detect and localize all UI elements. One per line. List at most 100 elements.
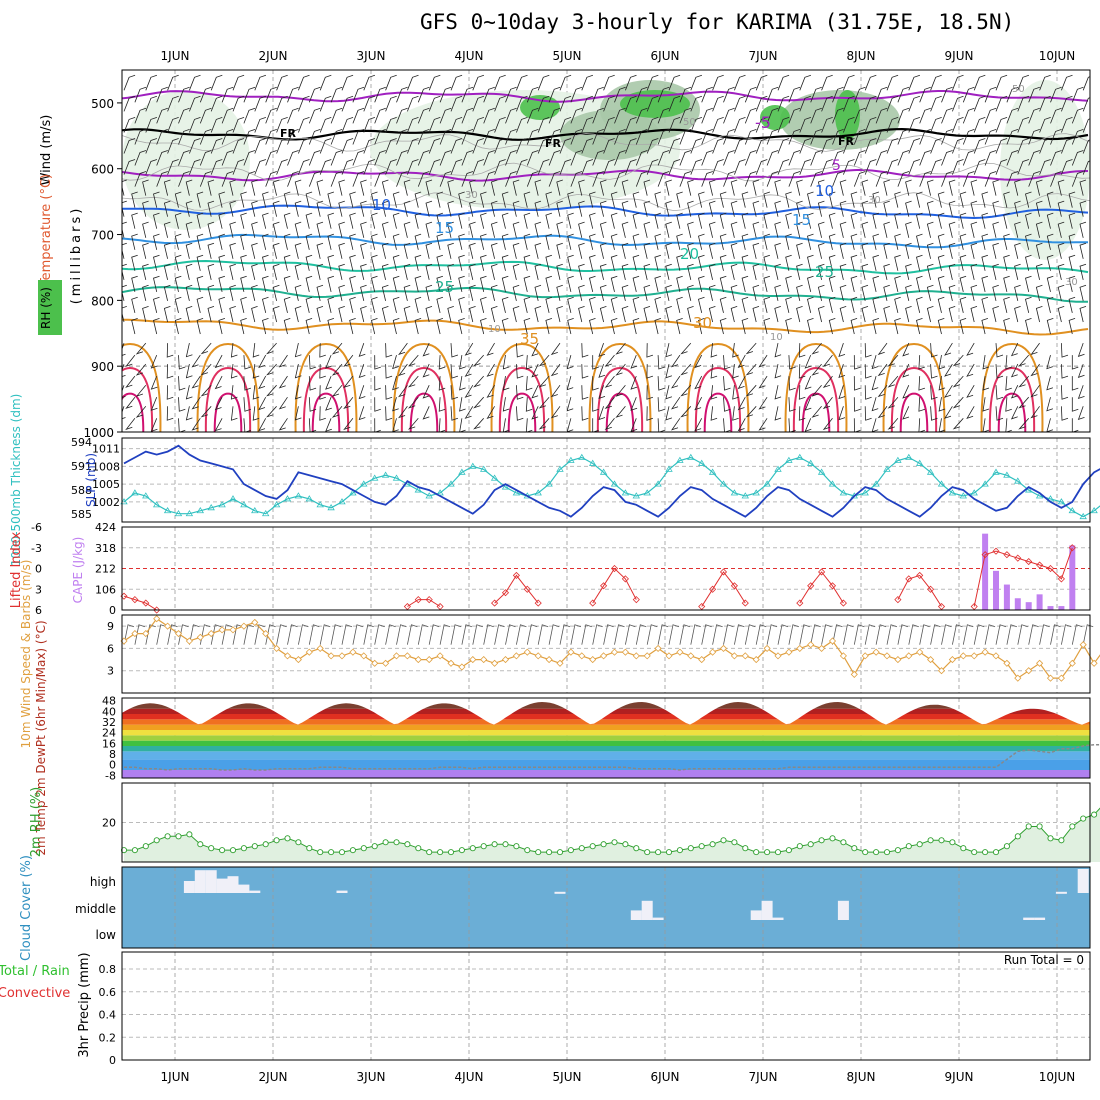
upper-wind-barb xyxy=(766,86,779,103)
upper-wind-barb xyxy=(428,117,441,133)
rh2m-point xyxy=(862,849,869,856)
upper-wind-barb xyxy=(621,221,629,238)
lifted-index-point xyxy=(523,585,531,593)
lifted-index-point xyxy=(512,571,520,579)
upper-wind-barb xyxy=(196,233,204,250)
upper-wind-barb xyxy=(944,342,953,356)
ytick-label-precip: 0.6 xyxy=(99,986,117,999)
upper-wind-barb xyxy=(839,263,847,280)
surface-heat-contour xyxy=(596,366,644,432)
thickness-point xyxy=(392,474,401,481)
wind-speed-point xyxy=(414,656,422,664)
upper-wind-barb xyxy=(861,263,869,280)
upper-wind-barb xyxy=(864,385,872,400)
upper-wind-barb xyxy=(982,397,990,412)
upper-wind-barb xyxy=(973,138,986,154)
upper-wind-barb xyxy=(191,354,201,368)
upper-wind-barb xyxy=(150,375,158,390)
upper-wind-barb xyxy=(734,117,746,133)
wind-speed-point xyxy=(545,656,553,664)
upper-wind-barb xyxy=(548,150,561,166)
upper-wind-barb xyxy=(343,354,354,367)
upper-wind-barb xyxy=(578,263,585,280)
upper-wind-barb xyxy=(916,191,923,208)
upper-wind-barb xyxy=(598,363,606,378)
lifted-index-point xyxy=(610,564,619,573)
thickness-point xyxy=(741,492,750,499)
upper-wind-barb xyxy=(122,263,127,280)
upper-wind-barb xyxy=(937,233,945,250)
upper-wind-barb xyxy=(926,200,934,217)
upper-wind-barb xyxy=(229,179,236,196)
surface-wind-barb xyxy=(221,624,233,645)
upper-wind-barb xyxy=(283,318,291,335)
lifted-index-point xyxy=(894,596,902,604)
upper-wind-barb xyxy=(570,129,583,145)
upper-wind-barb xyxy=(178,397,186,412)
thickness-point xyxy=(1035,492,1044,499)
upper-wind-barb xyxy=(122,284,127,301)
upper-wind-barb xyxy=(316,306,324,323)
upper-wind-barb xyxy=(712,95,724,112)
lifted-index-point xyxy=(1014,554,1022,562)
upper-wind-barb xyxy=(785,275,792,292)
thickness-point xyxy=(937,480,946,487)
upper-wind-barb xyxy=(680,363,692,376)
upper-wind-barb xyxy=(864,117,877,133)
upper-wind-barb xyxy=(916,254,923,271)
upper-wind-barb xyxy=(548,129,561,145)
upper-wind-barb xyxy=(952,74,964,91)
thickness-point xyxy=(621,489,630,496)
upper-wind-barb xyxy=(294,364,302,379)
upper-wind-barb xyxy=(525,418,533,432)
upper-wind-barb xyxy=(850,296,858,313)
upper-wind-barb xyxy=(142,200,149,217)
upper-wind-barb xyxy=(737,418,746,432)
cloud-bar-high xyxy=(183,881,195,893)
upper-wind-barb xyxy=(872,275,880,292)
upper-wind-barb xyxy=(1071,397,1079,412)
upper-wind-barb xyxy=(398,342,408,356)
upper-wind-barb xyxy=(494,117,506,133)
upper-wind-barb xyxy=(730,179,738,196)
upper-wind-barb xyxy=(407,138,419,154)
wind-speed-point xyxy=(1036,659,1044,667)
upper-wind-barb xyxy=(526,86,539,103)
upper-wind-barb xyxy=(327,318,335,335)
upper-wind-barb xyxy=(916,275,923,292)
surface-wind-barb xyxy=(1017,624,1028,645)
upper-wind-barb xyxy=(559,117,572,133)
upper-wind-barb xyxy=(243,129,256,145)
upper-wind-barb xyxy=(973,117,986,133)
upper-wind-barb xyxy=(905,263,912,280)
upper-wind-barb xyxy=(516,159,528,175)
upper-wind-barb xyxy=(690,95,703,112)
surface-heat-contour xyxy=(122,342,162,432)
upper-wind-barb xyxy=(657,107,670,124)
upper-wind-barb xyxy=(665,221,672,238)
upper-wind-barb xyxy=(392,191,400,208)
upper-wind-barb xyxy=(578,242,585,259)
upper-wind-barb xyxy=(992,200,999,217)
upper-wind-barb xyxy=(534,221,542,238)
upper-wind-barb xyxy=(1050,150,1062,166)
upper-wind-barb xyxy=(258,354,267,369)
upper-wind-barb xyxy=(538,418,550,430)
upper-wind-barb xyxy=(1010,363,1019,378)
surface-heat-contour xyxy=(122,366,154,432)
upper-wind-barb xyxy=(643,263,651,280)
upper-wind-barb xyxy=(243,397,252,412)
upper-wind-barb xyxy=(832,129,844,145)
surface-wind-barb xyxy=(483,624,494,645)
surface-wind-barb xyxy=(614,624,625,645)
upper-wind-barb xyxy=(550,406,561,419)
upper-wind-barb xyxy=(464,384,474,398)
upper-wind-barb xyxy=(458,233,465,250)
rh2m-point xyxy=(415,845,422,852)
rh-legend-swatch xyxy=(38,280,62,335)
upper-wind-barb xyxy=(338,284,345,301)
upper-wind-barb xyxy=(1005,355,1012,370)
panel-border-wind10m xyxy=(121,614,1091,694)
upper-wind-barb xyxy=(272,263,280,280)
rh2m-point xyxy=(164,833,171,840)
